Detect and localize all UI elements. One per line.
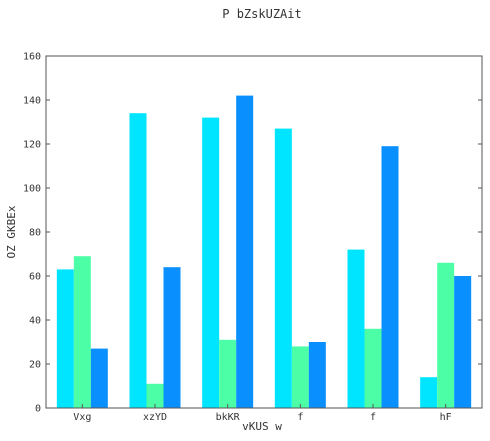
y-tick-label: 100 — [23, 184, 41, 195]
bar-series-2-cat-3 — [219, 339, 237, 408]
bar-series-1-cat-5 — [347, 249, 365, 408]
bar-series-2-cat-6 — [437, 262, 455, 408]
x-axis-label: vKUS w — [242, 420, 282, 433]
bar-series-1-cat-2 — [129, 113, 147, 408]
x-tick-label: f — [370, 412, 376, 423]
bar-series-1-cat-4 — [274, 128, 292, 408]
bar-series-2-cat-4 — [291, 346, 309, 408]
bar-series-1-cat-1 — [56, 269, 74, 408]
y-tick-label: 40 — [29, 316, 41, 327]
x-tick-label: xzYD — [143, 412, 167, 423]
bar-series-1-cat-6 — [420, 377, 438, 408]
bar-series-3-cat-3 — [236, 95, 254, 408]
y-axis-label: OZ GKBEx — [5, 205, 18, 258]
plot-frame — [45, 55, 483, 409]
y-tick-label: 20 — [29, 360, 41, 371]
x-tick-label: Vxg — [73, 412, 91, 423]
y-tick-label: 140 — [23, 96, 41, 107]
bar-series-2-cat-2 — [146, 383, 164, 408]
y-tick-label: 60 — [29, 272, 41, 283]
y-tick-label: 0 — [35, 404, 41, 415]
bar-series-3-cat-4 — [308, 342, 326, 408]
x-tick-label: f — [297, 412, 303, 423]
bar-series-3-cat-2 — [163, 267, 181, 408]
bars-group — [56, 95, 472, 408]
y-axis-ticks: 0 20 40 60 80 100 120 140 160 — [23, 52, 482, 415]
bar-series-3-cat-5 — [381, 146, 399, 408]
y-tick-label: 80 — [29, 228, 41, 239]
bar-series-1-cat-3 — [202, 117, 220, 408]
bar-series-2-cat-1 — [73, 256, 91, 408]
chart-title: P bZskUZAit — [222, 7, 301, 21]
bar-series-3-cat-6 — [454, 276, 472, 408]
x-tick-label: hF — [440, 412, 452, 423]
bar-series-2-cat-5 — [364, 328, 382, 408]
y-tick-label: 160 — [23, 52, 41, 63]
x-axis-ticks: Vxg xzYD bkKR f f hF — [73, 404, 452, 423]
x-tick-label: bkKR — [216, 412, 241, 423]
y-tick-label: 120 — [23, 140, 41, 151]
bar-series-3-cat-1 — [90, 348, 108, 408]
